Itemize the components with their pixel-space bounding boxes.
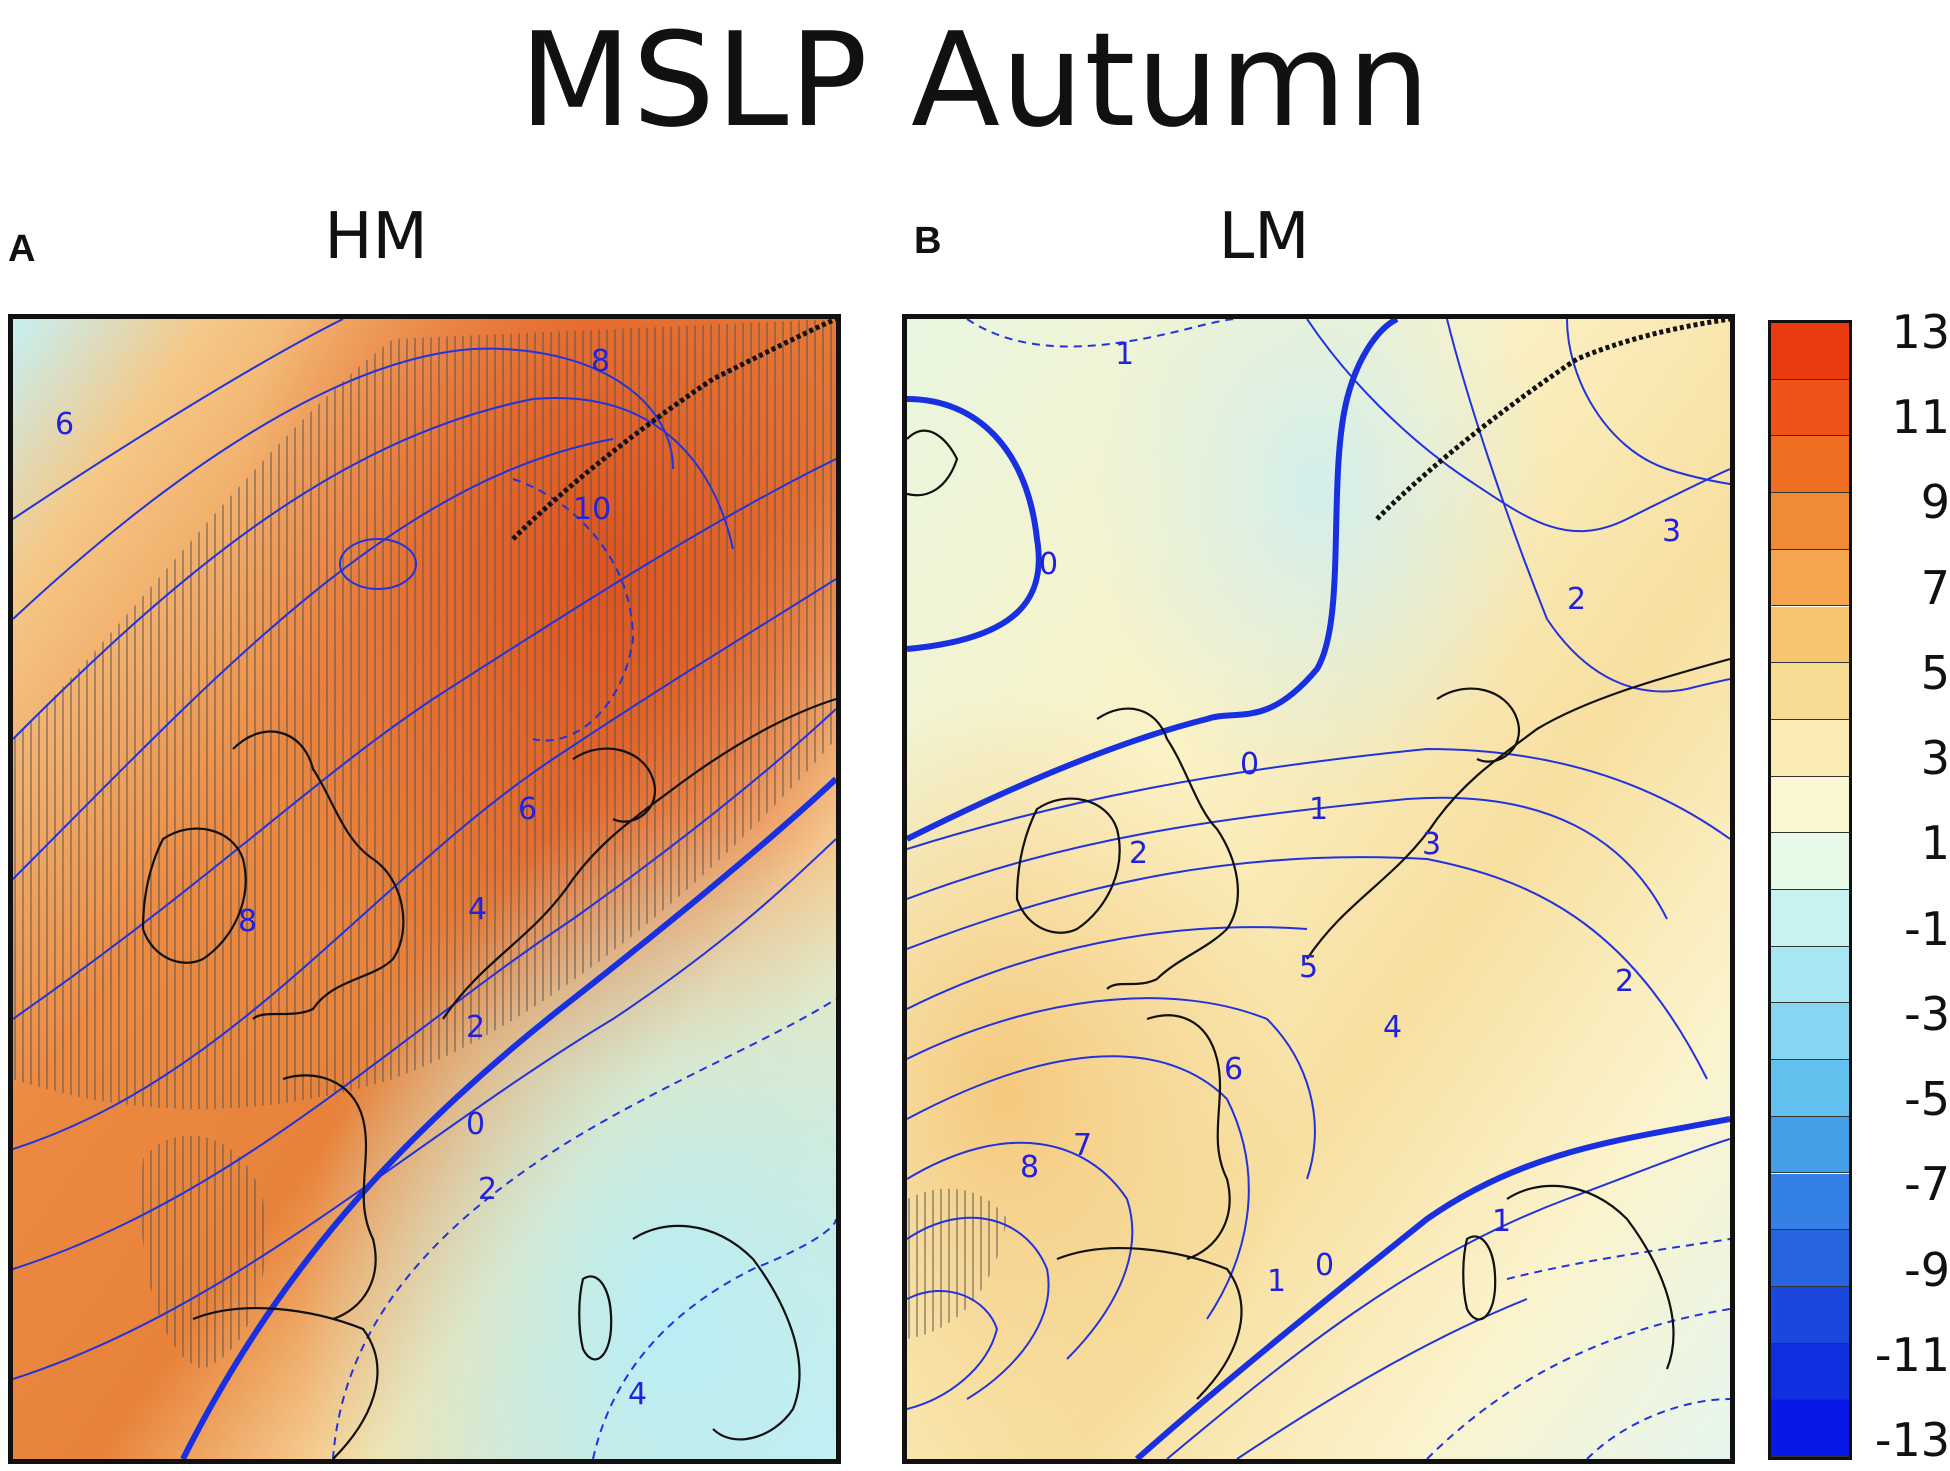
coast-ireland [141,827,247,964]
contour-label: 0 [1240,747,1259,782]
contour-label: 1 [1492,1204,1511,1239]
contour-label: 0 [466,1107,485,1142]
contour-label: 2 [1567,582,1586,617]
contour-label: 8 [591,344,610,379]
contour-label: 5 [1299,950,1318,985]
map-panel-hm: 6 8 10 6 8 4 2 0 2 4 [8,314,841,1464]
colorbar-segment [1771,1003,1849,1061]
colorbar-segment [1771,1400,1849,1457]
colorbar-tick-label: -7 [1904,1157,1950,1212]
colorbar-segment [1771,1060,1849,1117]
colorbar-segment [1771,719,1849,777]
coast-britain [232,730,405,1020]
coast-north-sea [1306,657,1730,960]
colorbar-segment [1771,493,1849,550]
contour-label: 6 [55,407,74,442]
map-panel-lm: 1 0 3 2 0 1 2 3 5 4 2 6 8 7 1 0 1 [902,314,1735,1464]
coast-denmark [1436,687,1520,763]
coast-denmark [572,747,656,823]
coast-iberia-north [192,1307,379,1459]
colorbar-segment [1771,379,1849,437]
contour-label: 7 [1073,1128,1092,1163]
contour-label: 6 [518,792,537,827]
colorbar-tick-label: -1 [1904,901,1950,956]
colorbar-tick-label: -5 [1904,1072,1950,1127]
colorbar [1768,320,1852,1460]
colorbar-segment [1771,549,1849,607]
colorbar-tick-label: -9 [1904,1242,1950,1297]
map-hm-svg: 6 8 10 6 8 4 2 0 2 4 [13,319,836,1459]
colorbar-segment [1771,1116,1849,1174]
coast-italy [1506,1184,1675,1370]
colorbar-segment [1771,890,1849,947]
colorbar-segment [1771,663,1849,720]
colorbar-segment [1771,606,1849,664]
coast-iberia-north [1056,1247,1243,1400]
panel-a-letter: A [8,228,36,270]
coast-italy [632,1224,801,1441]
contour-label: 10 [573,492,611,527]
coast-north-sea [442,697,836,1020]
contour-label: 3 [1422,827,1441,862]
colorbar-segment [1771,833,1849,890]
panel-b-letter: B [914,220,942,262]
colorbar-segment [1771,1230,1849,1287]
contour-label: 1 [1309,792,1328,827]
contour-label: 2 [1129,836,1148,871]
colorbar-tick-label: 1 [1920,816,1950,871]
coast-france-west [282,1074,377,1321]
panel-b-title: LM [1218,200,1310,274]
colorbar-tick-label: -11 [1874,1327,1950,1382]
colorbar-segment [1771,323,1849,380]
contour-label: 8 [238,904,257,939]
map-lm-svg: 1 0 3 2 0 1 2 3 5 4 2 6 8 7 1 0 1 [907,319,1730,1459]
panel-a-title: HM [324,200,428,274]
contour-label: 2 [478,1172,497,1207]
colorbar-tick-label: 9 [1920,475,1950,530]
contour-label: 2 [1615,964,1634,999]
coast-iceland [907,429,959,497]
contour-label: 6 [1224,1052,1243,1087]
colorbar-tick-label: 7 [1920,560,1950,615]
colorbar-tick-label: 3 [1920,731,1950,786]
coast-france-west [1146,1014,1231,1261]
coast-britain [1096,707,1239,990]
contour-label: 4 [1383,1010,1402,1045]
coast-sardinia [578,1275,613,1361]
contour-label: 4 [628,1377,647,1412]
colorbar-tick-label: 11 [1891,390,1950,445]
contour-label: 1 [1267,1264,1286,1299]
colorbar-tick-label: -3 [1904,986,1950,1041]
contour-label: 2 [466,1010,485,1045]
contour-label: 4 [468,892,487,927]
colorbar-tick-label: 5 [1920,645,1950,700]
colorbar-segment [1771,776,1849,834]
colorbar-segment [1771,1173,1849,1231]
contour-label: 0 [1039,547,1058,582]
figure-title: MSLP Autumn [519,4,1431,156]
colorbar-segment [1771,436,1849,494]
colorbar-segment [1771,1343,1849,1401]
colorbar-tick-label: -13 [1874,1413,1950,1467]
coast-norway [1375,319,1730,521]
contour-label: 3 [1662,514,1681,549]
significance-hatching [13,319,836,1109]
contour-label: 0 [1315,1248,1334,1283]
colorbar-segment [1771,1286,1849,1344]
colorbar-tick-label: 13 [1891,305,1950,359]
contour-label: 1 [1115,337,1134,372]
colorbar-segment [1771,946,1849,1004]
coast-ireland [1015,797,1121,934]
contour-label: 8 [1020,1150,1039,1185]
coast-sardinia [1462,1235,1497,1321]
